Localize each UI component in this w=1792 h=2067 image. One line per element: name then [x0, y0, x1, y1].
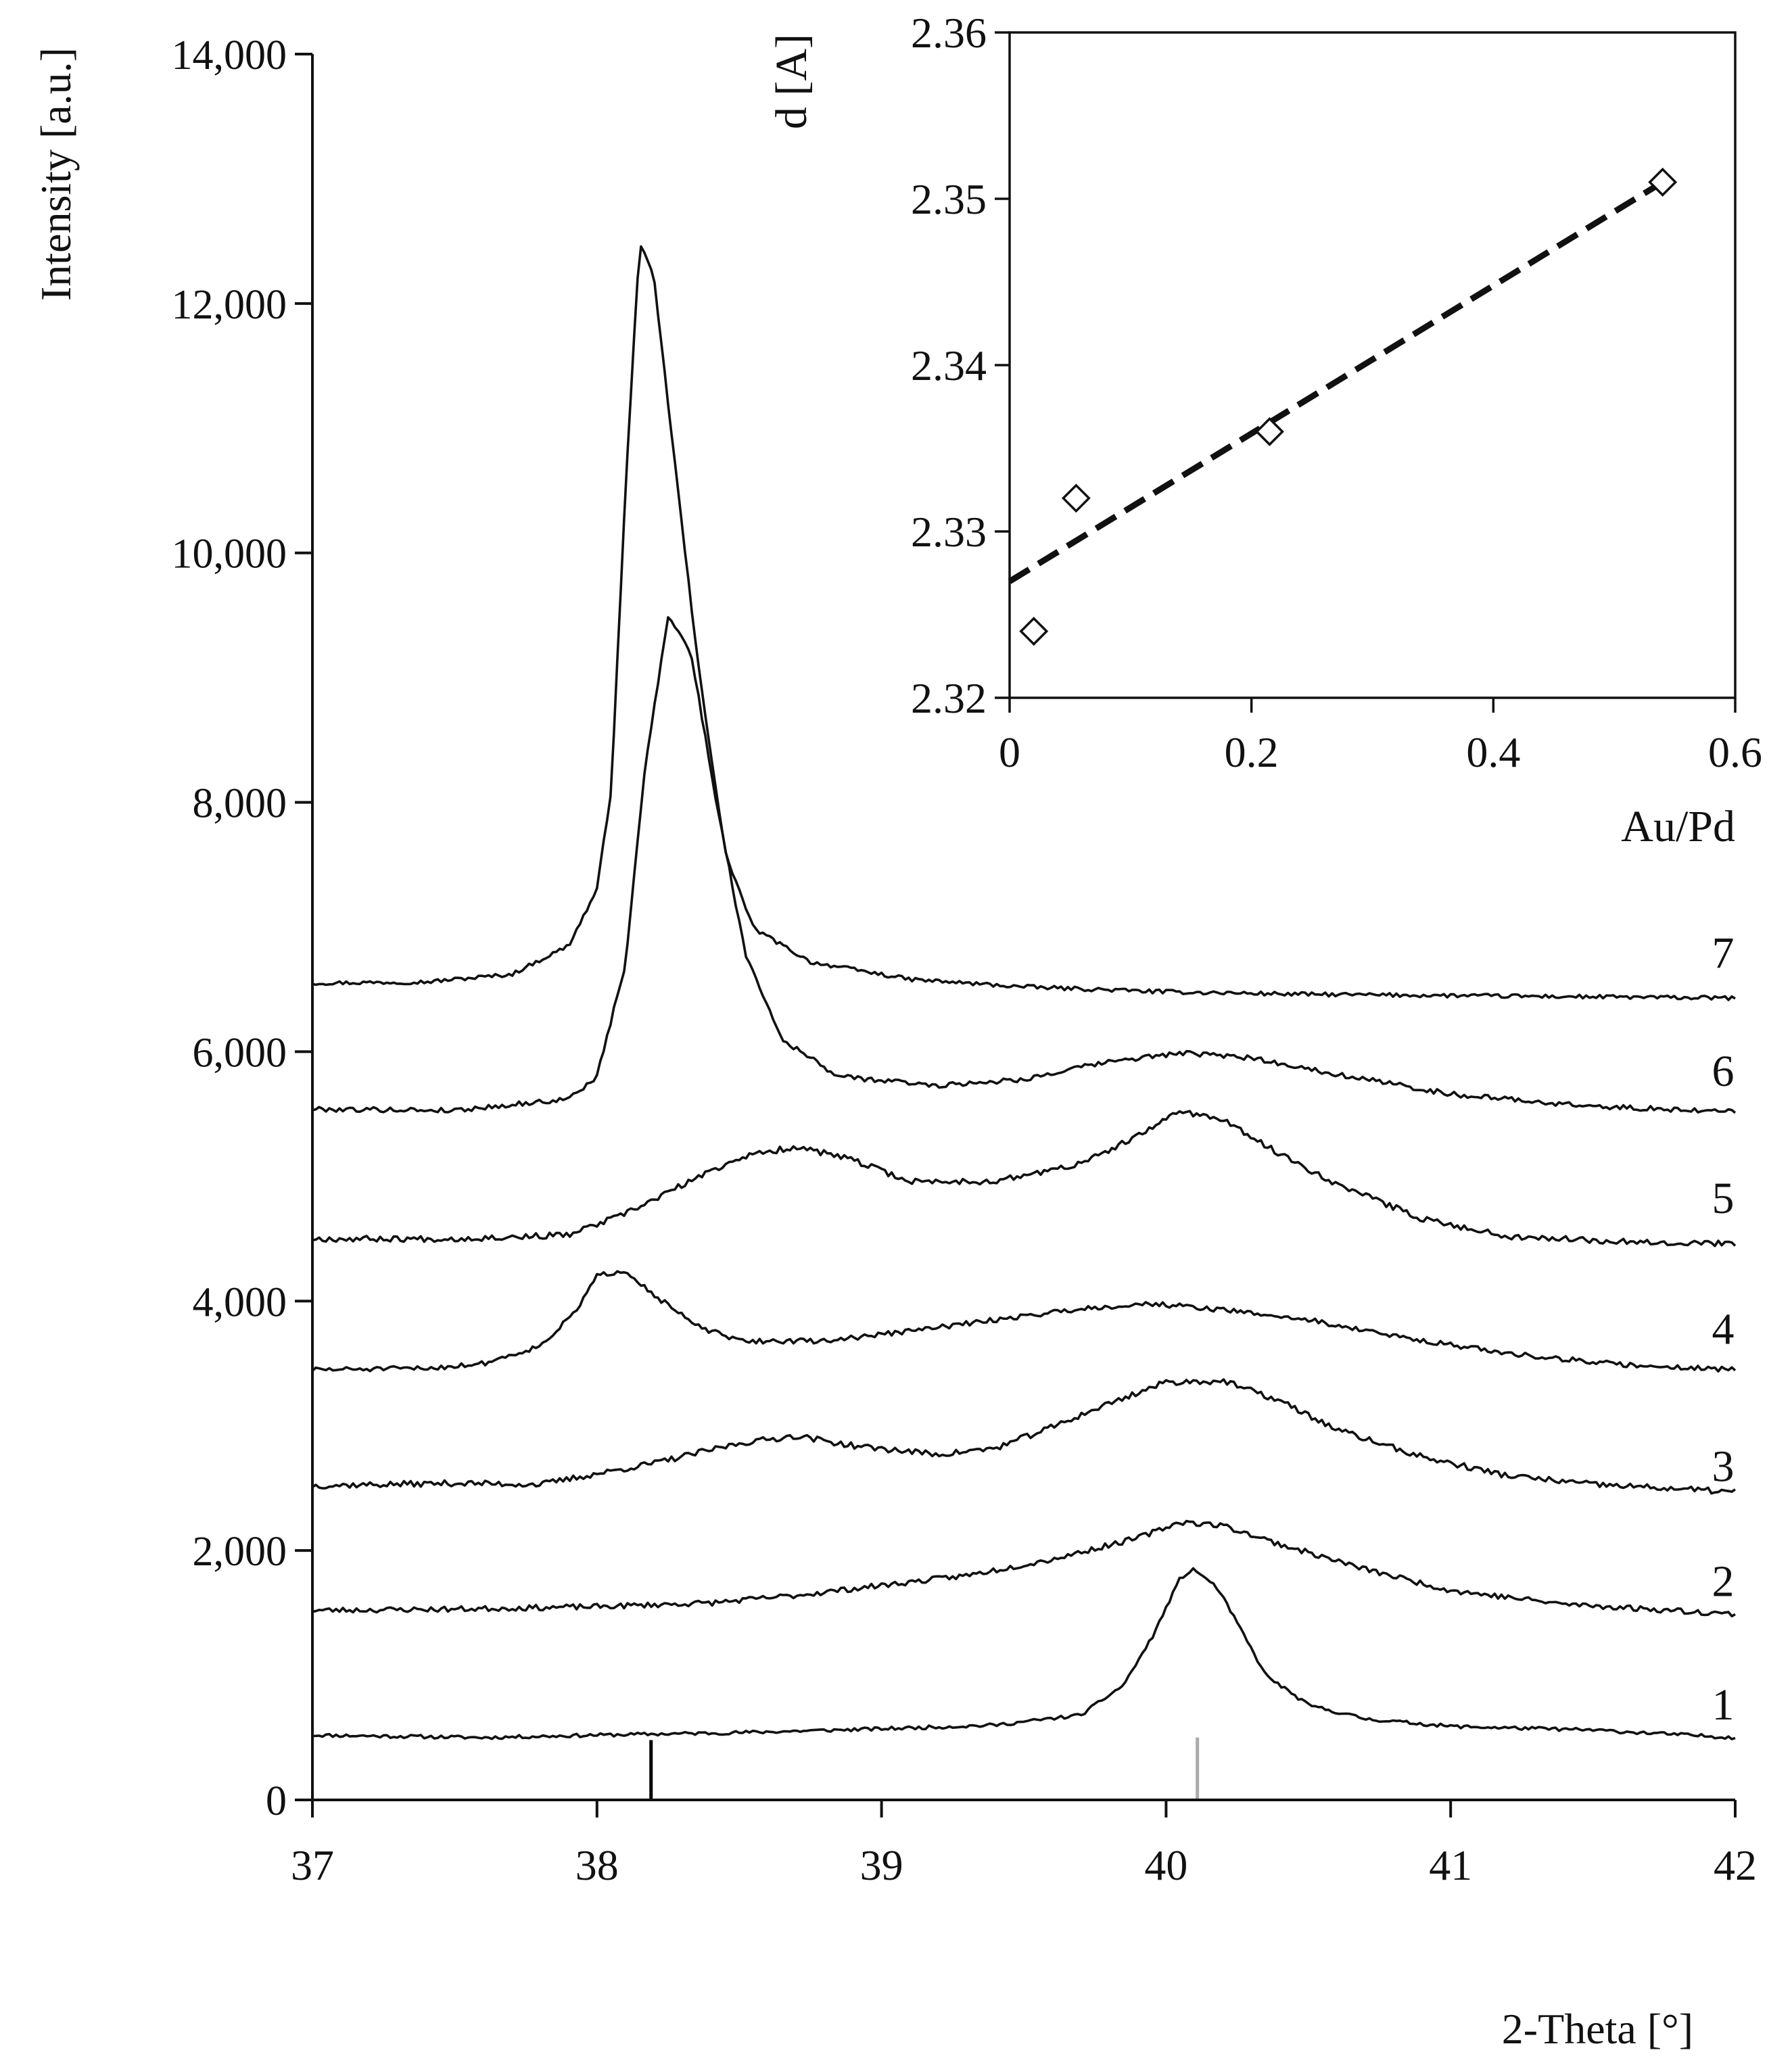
series-line-2 — [312, 1519, 1736, 1618]
y-tick-label: 10,000 — [172, 531, 287, 577]
y-tick-label: 8,000 — [193, 781, 287, 827]
reference-lines — [649, 1737, 1200, 1800]
inset-frame — [1008, 31, 1737, 699]
x-tick-label: 40 — [1144, 1841, 1187, 1889]
y-tick-label: 12,000 — [172, 282, 287, 328]
inset-points — [1019, 167, 1678, 646]
inset-x-tick-label: 0.4 — [1466, 728, 1520, 776]
inset-ticks: 2.32 2.33 2.34 2.35 2.36 0 0.2 0.4 0.6 — [911, 9, 1762, 776]
inset-point-2 — [1061, 483, 1091, 513]
inset-point-4 — [1648, 167, 1678, 197]
y-tick-label: 14,000 — [172, 32, 287, 78]
inset-y-tick-label: 2.34 — [911, 341, 987, 389]
series-line-1 — [312, 1567, 1736, 1740]
main-series: 1 2 3 4 5 6 7 — [311, 245, 1737, 1740]
series-line-4 — [311, 1270, 1737, 1373]
y-tick-label: 2,000 — [193, 1529, 287, 1575]
main-ticks: 0 2,000 4,000 6,000 8,000 10,000 12,000 14,000 3… — [172, 32, 1758, 1889]
inset-point-1 — [1019, 617, 1049, 646]
y-tick-label: 0 — [266, 1778, 287, 1824]
inset-y-axis-title: d [A] — [767, 34, 816, 129]
series-label-6: 6 — [1712, 1047, 1735, 1096]
inset-x-tick-label: 0.2 — [1225, 728, 1279, 776]
inset-point-3 — [1255, 417, 1284, 446]
main-y-axis-title: Intensity [a.u.] — [32, 47, 80, 301]
inset-y-tick-label: 2.32 — [911, 674, 987, 722]
series-label-7: 7 — [1712, 928, 1735, 978]
inset-y-tick-label: 2.33 — [911, 508, 987, 556]
x-tick-label: 42 — [1714, 1841, 1757, 1889]
inset-trendline — [1008, 179, 1665, 584]
series-label-2: 2 — [1712, 1557, 1735, 1606]
x-tick-label: 37 — [291, 1841, 334, 1889]
series-label-1: 1 — [1712, 1680, 1735, 1730]
inset-x-tick-label: 0 — [999, 728, 1020, 776]
series-line-3 — [311, 1378, 1736, 1495]
series-line-5 — [312, 1110, 1737, 1248]
main-x-axis-title: 2-Theta [°] — [1502, 2005, 1693, 2053]
inset-x-tick-label: 0.6 — [1708, 728, 1762, 776]
x-tick-label: 39 — [860, 1841, 903, 1889]
y-tick-label: 6,000 — [193, 1030, 287, 1076]
inset-y-tick-label: 2.35 — [911, 175, 987, 223]
x-tick-label: 38 — [575, 1841, 619, 1889]
y-tick-label: 4,000 — [193, 1279, 287, 1325]
inset-plot: 2.32 2.33 2.34 2.35 2.36 0 0.2 0.4 0.6 Au/Pd d [… — [767, 9, 1762, 851]
series-label-4: 4 — [1712, 1305, 1735, 1354]
x-tick-label: 41 — [1429, 1841, 1472, 1889]
series-label-3: 3 — [1712, 1442, 1735, 1492]
series-label-5: 5 — [1712, 1174, 1735, 1223]
inset-y-tick-label: 2.36 — [911, 9, 987, 57]
main-plot: 0 2,000 4,000 6,000 8,000 10,000 12,000 14,000 3… — [32, 32, 1757, 2053]
series-line-6 — [312, 616, 1737, 1114]
inset-x-axis-title: Au/Pd — [1621, 802, 1735, 851]
series-line-7 — [312, 245, 1736, 1001]
